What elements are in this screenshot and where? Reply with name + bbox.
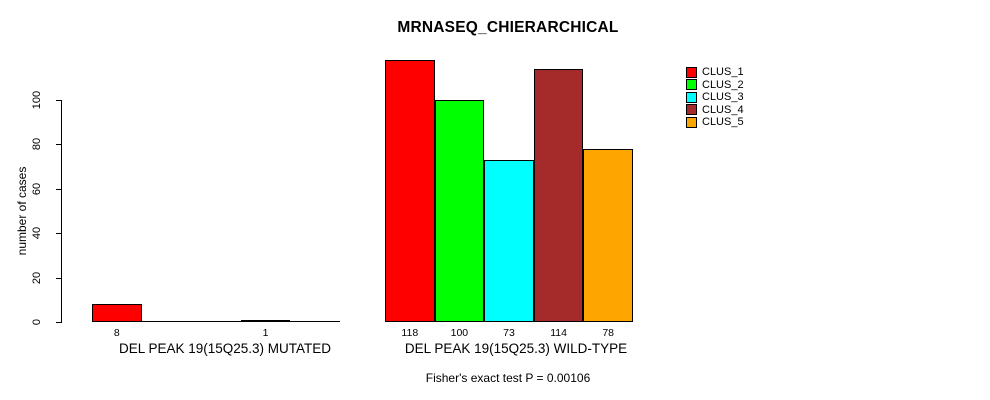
legend-item-clus-4: CLUS_4 [686,104,744,117]
y-axis-tick [56,144,62,146]
legend-item-clus-2: CLUS_2 [686,79,744,92]
chart-title: MRNASEQ_CHIERARCHICAL [397,19,619,36]
bar-clus-5-group-1-zero [290,321,340,322]
bar-value-label: 118 [401,327,419,339]
legend-label: CLUS_2 [702,78,744,91]
y-axis-tick [56,188,62,190]
legend-item-clus-5: CLUS_5 [686,116,744,129]
bar-clus-1-group-2 [385,60,435,322]
legend-item-clus-1: CLUS_1 [686,66,744,79]
legend-label: CLUS_3 [702,91,744,104]
bar-value-label: 78 [602,327,615,339]
legend-color-swatch [686,66,697,78]
legend-color-swatch [686,91,697,103]
y-axis-tick-label: 60 [31,182,43,195]
bar-clus-2-group-1-zero [141,321,192,322]
bar-value-label: 100 [450,327,469,339]
x-group-label: DEL PEAK 19(15Q25.3) MUTATED [118,341,332,356]
y-axis-tick-label: 20 [31,271,43,284]
legend-label: CLUS_5 [702,116,744,129]
y-axis-tick [56,322,62,323]
legend-item-clus-3: CLUS_3 [686,91,744,104]
bar-clus-1-group-1 [92,304,142,322]
annotation-text: Fisher's exact test P = 0.00106 [425,371,591,385]
bar-clus-5-group-2 [583,148,633,322]
x-group-label: DEL PEAK 19(15Q25.3) WILD-TYPE [404,341,628,356]
bar-clus-3-group-2 [484,159,534,322]
y-axis-tick-label: 0 [31,318,43,326]
bar-value-label: 73 [503,327,515,339]
bar-clus-4-group-1 [240,319,291,322]
bar-clus-2-group-2 [434,100,485,322]
legend-color-swatch [686,79,697,91]
y-axis-tick-label: 100 [31,90,43,110]
legend-label: CLUS_1 [702,66,744,79]
y-axis-line [61,100,62,323]
y-axis-tick-label: 40 [31,227,43,240]
legend: CLUS_1 CLUS_2 CLUS_3 CLUS_4 CLUS_5 [686,66,744,129]
bar-value-label: 114 [550,327,567,339]
y-axis-tick [56,100,62,101]
y-axis-tick [56,233,62,235]
legend-label: CLUS_4 [702,103,744,116]
bar-clus-4-group-2 [533,68,584,322]
y-axis-tick-label: 80 [31,138,43,151]
bar-value-label: 8 [113,327,120,339]
bar-value-label: 1 [262,327,269,339]
legend-color-swatch [686,116,697,128]
y-axis-tick [56,277,62,279]
legend-color-swatch [686,104,697,116]
bar-clus-3-group-1-zero [191,321,241,322]
y-axis-label: number of cases [15,166,29,256]
